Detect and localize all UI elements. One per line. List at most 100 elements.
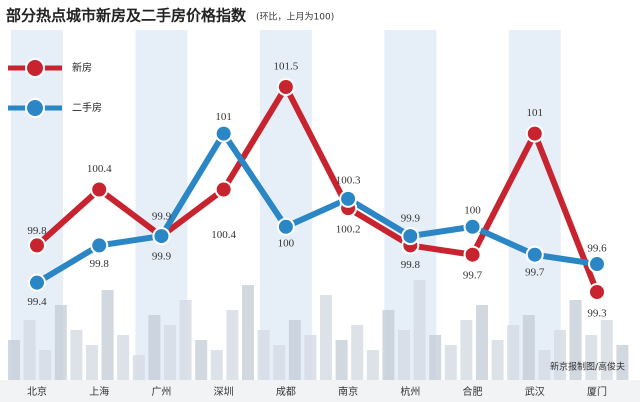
building [366, 350, 379, 380]
building [117, 335, 130, 380]
series-line [34, 84, 600, 294]
credit: 新京报制图/高俊夫 [550, 361, 625, 373]
building [382, 310, 395, 380]
data-label: 101 [527, 107, 544, 119]
building [413, 280, 426, 380]
x-tick-label: 北京 [27, 385, 47, 398]
building [242, 285, 254, 380]
chart-subtitle: (环比，上月为100) [256, 11, 334, 23]
building [257, 330, 270, 380]
data-point [588, 255, 606, 274]
data-label: 100.4 [211, 229, 236, 241]
data-point [90, 236, 109, 255]
data-label: 99.9 [152, 251, 172, 263]
data-label: 100.3 [336, 174, 361, 186]
data-label: 99.9 [401, 213, 421, 225]
building [164, 325, 176, 380]
data-point [90, 180, 109, 199]
building [351, 325, 364, 380]
data-point [276, 78, 295, 96]
building [148, 315, 161, 380]
building [23, 320, 36, 380]
data-point [525, 245, 544, 264]
building [476, 305, 488, 380]
x-tick-label: 成都 [276, 386, 296, 398]
data-point [463, 245, 482, 264]
building [600, 320, 613, 380]
data-label: 99.7 [525, 266, 545, 278]
data-point [28, 236, 46, 255]
data-label: 100.2 [336, 224, 361, 236]
building [226, 310, 239, 380]
legend-marker [25, 98, 45, 118]
building [195, 340, 208, 380]
building [444, 345, 457, 380]
building [616, 345, 629, 380]
data-label: 99.4 [27, 296, 47, 308]
series-line [35, 130, 598, 286]
data-label: 101.5 [274, 61, 299, 73]
data-point [214, 124, 233, 143]
data-point [28, 273, 46, 292]
building [507, 325, 520, 380]
axis-strip [0, 380, 640, 402]
x-tick-label: 深圳 [214, 386, 234, 398]
data-label: 100.4 [87, 163, 112, 175]
background [0, 30, 640, 402]
data-label: 99.7 [463, 269, 483, 281]
building [54, 305, 67, 380]
data-label: 99.8 [27, 225, 47, 237]
data-point [401, 227, 420, 246]
building [460, 320, 473, 380]
x-tick-label: 南京 [338, 385, 358, 398]
x-tick-label: 武汉 [525, 385, 545, 398]
x-tick-label: 杭州 [400, 385, 420, 398]
x-tick-label: 合肥 [463, 385, 483, 398]
chart-title: 部分热点城市新房及二手房价格指数 [6, 7, 247, 25]
x-tick-label: 厦门 [587, 385, 607, 398]
building [210, 350, 223, 380]
building [398, 330, 410, 380]
data-label: 99.9 [152, 211, 172, 223]
building [101, 290, 114, 380]
data-point [525, 124, 544, 143]
building [335, 340, 348, 380]
column-band [11, 30, 63, 380]
building [288, 320, 301, 380]
legend-marker [25, 58, 45, 78]
data-point [463, 217, 482, 236]
data-label: 100 [464, 204, 481, 216]
building [538, 350, 551, 380]
data-label: 99.8 [90, 258, 110, 270]
x-tick-label: 广州 [151, 386, 171, 398]
data-label: 99.8 [401, 259, 421, 271]
building [522, 315, 535, 380]
building [569, 300, 582, 380]
building [70, 330, 83, 380]
data-label: 99.3 [587, 308, 607, 320]
building [554, 330, 566, 380]
building [585, 335, 598, 380]
data-label: 99.6 [587, 243, 607, 255]
data-label: 100 [278, 237, 295, 249]
building [8, 340, 20, 380]
building [304, 335, 317, 380]
building [491, 340, 504, 380]
x-tick-label: 上海 [89, 385, 109, 398]
building [273, 345, 286, 380]
data-label: 101 [215, 111, 232, 123]
data-point [152, 227, 171, 246]
building [429, 335, 442, 380]
legend-label: 新房 [72, 61, 92, 74]
building [179, 300, 192, 380]
building [320, 295, 332, 380]
data-point [588, 283, 606, 301]
data-point [214, 180, 233, 199]
data-point [276, 217, 295, 236]
legend-label: 二手房 [72, 101, 102, 114]
building [132, 355, 145, 380]
building [39, 350, 52, 380]
data-point [339, 189, 358, 208]
